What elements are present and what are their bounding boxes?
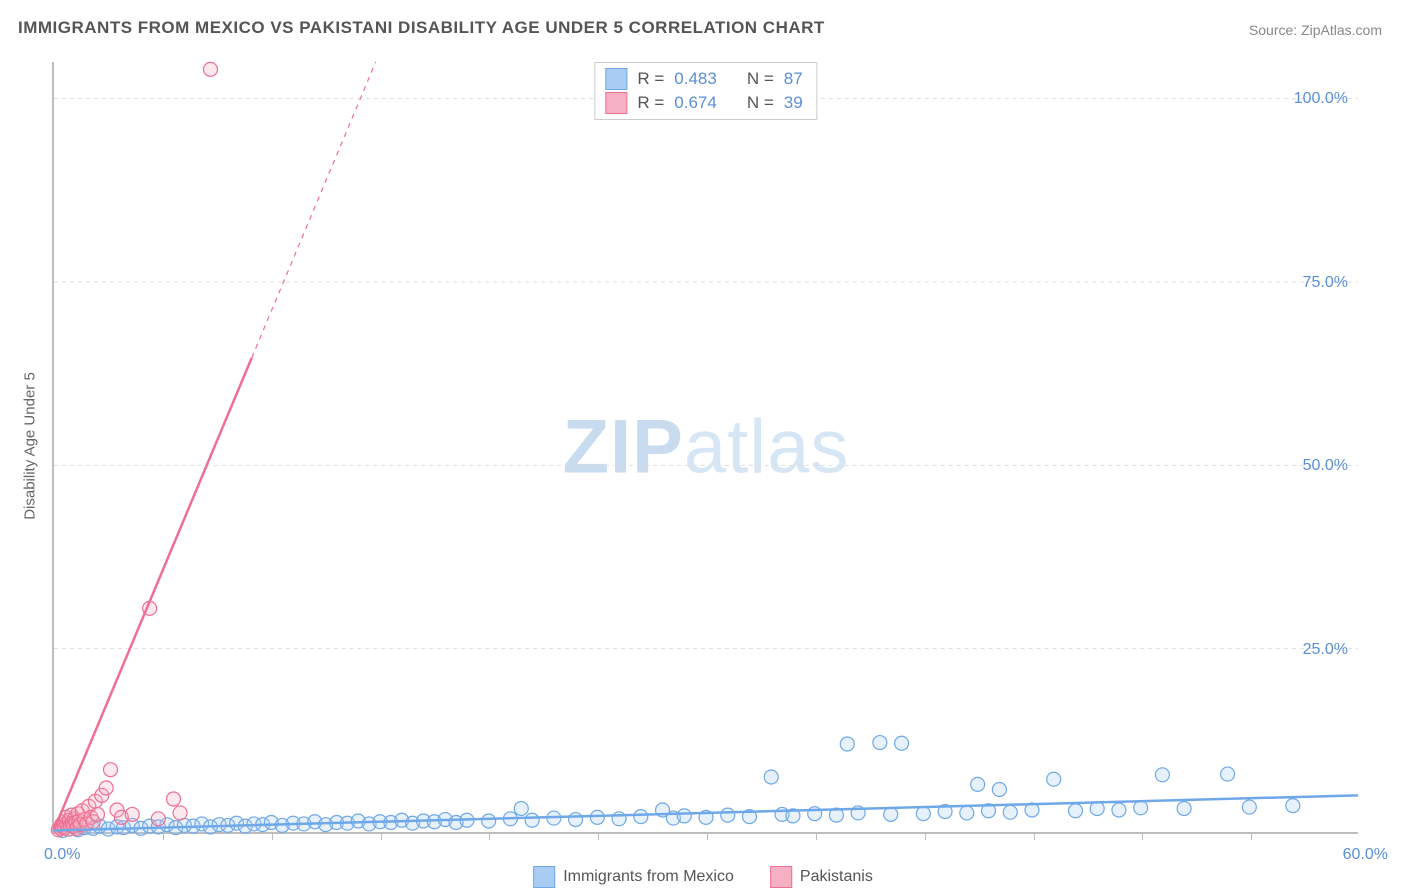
y-tick-label: 75.0% [1303, 274, 1348, 292]
legend-item-mexico: Immigrants from Mexico [533, 866, 734, 888]
data-point-mexico [525, 813, 539, 827]
source-prefix: Source: [1249, 22, 1301, 38]
bottom-legend: Immigrants from Mexico Pakistanis [533, 866, 873, 888]
chart-title: IMMIGRANTS FROM MEXICO VS PAKISTANI DISA… [18, 18, 825, 38]
legend-label-pakistan: Pakistanis [800, 868, 873, 886]
data-point-mexico [1286, 799, 1300, 813]
data-point-pakistan [173, 806, 187, 820]
data-point-mexico [895, 736, 909, 750]
data-point-mexico [590, 810, 604, 824]
x-tick [489, 832, 490, 840]
legend-swatch-pakistan [770, 866, 792, 888]
data-point-mexico [569, 813, 583, 827]
r-value-pakistan: 0.674 [674, 91, 717, 115]
data-point-mexico [840, 737, 854, 751]
r-label: R = [637, 91, 664, 115]
regression-line-pakistan-extrapolated [252, 62, 376, 358]
x-tick [1251, 832, 1252, 840]
data-point-mexico [1242, 800, 1256, 814]
data-point-mexico [1068, 804, 1082, 818]
x-tick [816, 832, 817, 840]
n-label: N = [747, 67, 774, 91]
y-tick-label: 50.0% [1303, 457, 1348, 475]
data-point-pakistan [203, 62, 217, 76]
data-point-mexico [1155, 768, 1169, 782]
y-tick-label: 25.0% [1303, 641, 1348, 659]
x-tick [707, 832, 708, 840]
plot-area: ZIPatlas 25.0%50.0%75.0%100.0% R = 0.483… [52, 62, 1358, 834]
n-label: N = [747, 91, 774, 115]
x-axis-max-label: 60.0% [1343, 846, 1388, 864]
data-point-mexico [873, 736, 887, 750]
data-point-mexico [764, 770, 778, 784]
y-tick-label: 100.0% [1294, 90, 1348, 108]
source-attribution: Source: ZipAtlas.com [1249, 22, 1382, 38]
data-point-mexico [1003, 805, 1017, 819]
data-point-mexico [992, 782, 1006, 796]
data-point-pakistan [125, 807, 139, 821]
x-tick [598, 832, 599, 840]
x-tick [1034, 832, 1035, 840]
x-tick [381, 832, 382, 840]
n-value-pakistan: 39 [784, 91, 803, 115]
regression-line-pakistan [54, 358, 252, 830]
data-point-pakistan [167, 792, 181, 806]
data-point-mexico [1134, 801, 1148, 815]
legend-swatch-mexico [533, 866, 555, 888]
data-point-mexico [1221, 767, 1235, 781]
data-point-mexico [677, 809, 691, 823]
data-point-mexico [721, 808, 735, 822]
x-tick [1142, 832, 1143, 840]
data-point-pakistan [90, 807, 104, 821]
data-point-mexico [482, 814, 496, 828]
data-point-mexico [514, 802, 528, 816]
data-point-mexico [1112, 803, 1126, 817]
stats-legend-row: R = 0.483 N = 87 [605, 67, 802, 91]
chart-svg [54, 62, 1358, 832]
legend-swatch-mexico [605, 68, 627, 90]
data-point-pakistan [99, 781, 113, 795]
stats-legend-row: R = 0.674 N = 39 [605, 91, 802, 115]
legend-item-pakistan: Pakistanis [770, 866, 873, 888]
source-link[interactable]: ZipAtlas.com [1301, 22, 1382, 38]
r-value-mexico: 0.483 [674, 67, 717, 91]
legend-swatch-pakistan [605, 92, 627, 114]
regression-line-mexico [54, 795, 1358, 830]
data-point-pakistan [104, 763, 118, 777]
r-label: R = [637, 67, 664, 91]
data-point-mexico [960, 806, 974, 820]
n-value-mexico: 87 [784, 67, 803, 91]
y-axis-title: Disability Age Under 5 [22, 372, 39, 520]
x-axis-origin-label: 0.0% [44, 846, 80, 864]
x-tick [163, 832, 164, 840]
data-point-mexico [884, 807, 898, 821]
x-tick [925, 832, 926, 840]
data-point-mexico [1047, 772, 1061, 786]
legend-label-mexico: Immigrants from Mexico [563, 868, 734, 886]
stats-legend: R = 0.483 N = 87 R = 0.674 N = 39 [594, 62, 817, 120]
data-point-pakistan [151, 812, 165, 826]
x-tick [272, 832, 273, 840]
data-point-mexico [1177, 802, 1191, 816]
data-point-mexico [916, 807, 930, 821]
data-point-mexico [634, 810, 648, 824]
data-point-mexico [971, 777, 985, 791]
